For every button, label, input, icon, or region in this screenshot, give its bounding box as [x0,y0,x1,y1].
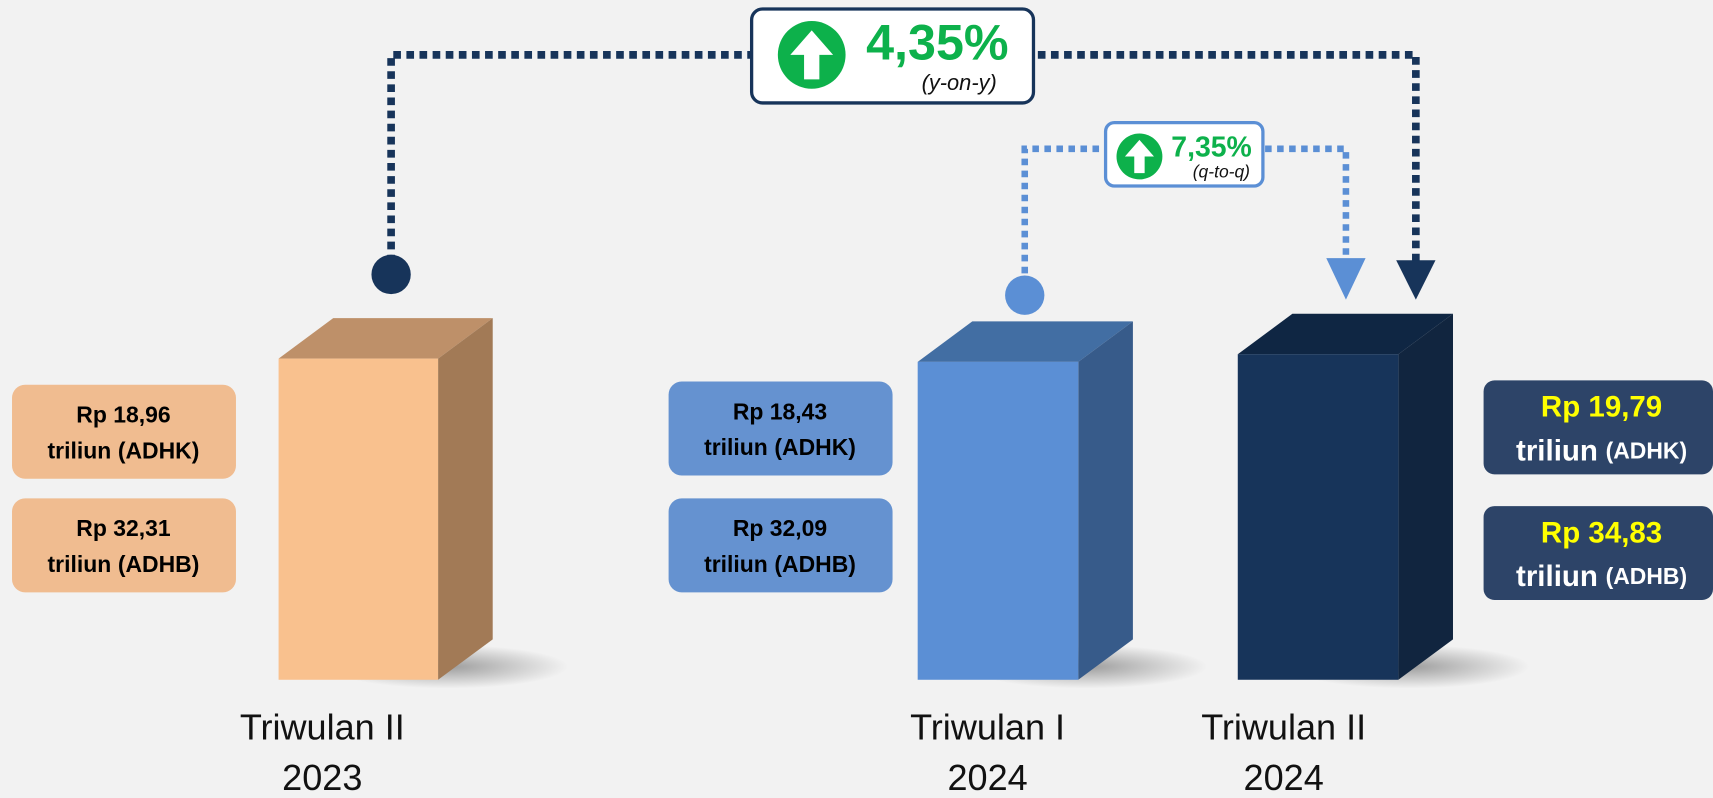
qtq-label: (q-to-q) [1193,161,1250,181]
unit: triliun [704,551,768,577]
unit-line: triliun (ADHB) [48,551,200,577]
basis: (ADHK) [118,438,200,464]
amount: Rp 18,43 [733,398,827,424]
basis: (ADHK) [1606,438,1688,464]
unit-line: triliun (ADHB) [704,551,856,577]
period-label: Triwulan II [240,707,405,748]
bar-2024-q2 [1237,313,1453,680]
unit: triliun [704,434,768,460]
unit-line: triliun (ADHB) [1516,560,1687,593]
qtq-connector [1005,120,1366,315]
qtq-value: 7,35% [1171,131,1252,163]
value-box [12,498,236,593]
period-label: Triwulan I [910,707,1065,748]
unit-line: triliun (ADHK) [48,438,200,464]
value-box [668,381,893,476]
unit: triliun [1516,560,1598,593]
yoy-value: 4,35% [866,14,1008,70]
yoy-connector [371,7,1436,300]
value-box [1483,380,1713,475]
basis: (ADHB) [774,551,856,577]
unit: triliun [1516,434,1598,467]
bar-2023-q2 [278,318,493,680]
unit-line: triliun (ADHK) [1516,434,1687,467]
bar-2024-q1 [917,321,1133,680]
period-year: 2023 [282,757,362,798]
unit: triliun [48,438,112,464]
unit-line: triliun (ADHK) [704,434,856,460]
basis: (ADHB) [118,551,200,577]
basis: (ADHB) [1606,563,1688,589]
amount: Rp 18,96 [76,402,170,428]
amount: Rp 32,09 [733,515,827,541]
period-label: Triwulan II [1201,707,1366,748]
basis: (ADHK) [774,434,856,460]
yoy-label: (y-on-y) [922,70,997,95]
amount: Rp 34,83 [1541,516,1662,549]
amount: Rp 19,79 [1541,391,1662,424]
value-box [1483,506,1713,601]
value-box [12,384,236,479]
period-year: 2024 [1244,757,1324,798]
period-year: 2024 [947,757,1027,798]
amount: Rp 32,31 [76,515,171,541]
unit: triliun [48,551,112,577]
value-box [668,498,893,593]
